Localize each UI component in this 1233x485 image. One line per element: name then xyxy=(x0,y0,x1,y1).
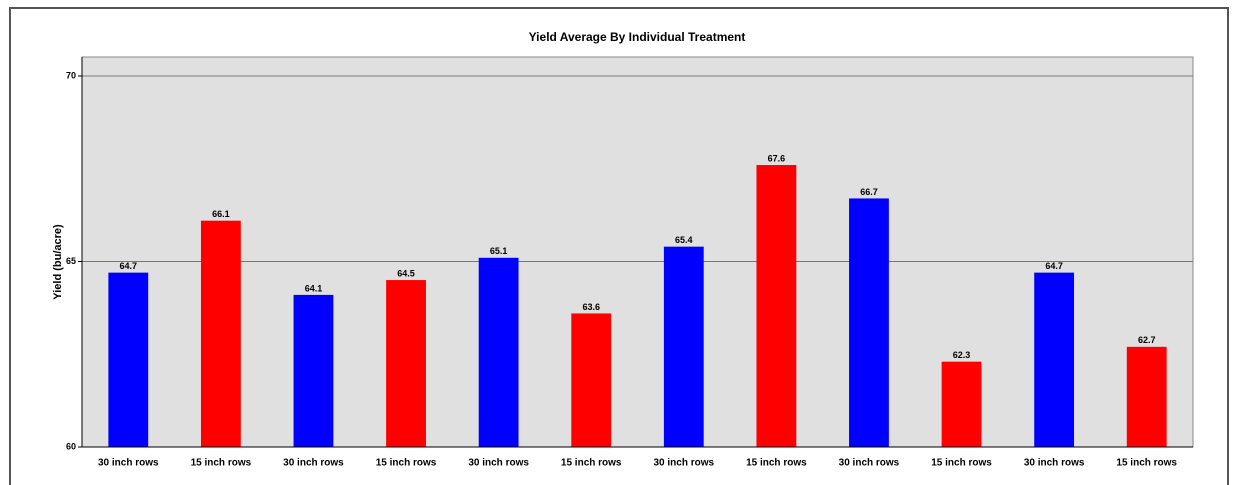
x-tick-label: 30 inch rows xyxy=(468,458,529,469)
x-tick-label: 30 inch rows xyxy=(839,458,900,469)
x-tick-label: 30 inch rows xyxy=(98,458,159,469)
y-tick-label: 70 xyxy=(66,70,76,80)
value-label: 64.1 xyxy=(305,283,323,293)
value-label: 67.6 xyxy=(768,153,786,163)
bar xyxy=(571,313,612,447)
bar xyxy=(756,165,797,448)
bar xyxy=(200,220,241,447)
x-tick-label: 15 inch rows xyxy=(746,458,807,469)
y-axis-label: Yield (bu/acre) xyxy=(52,224,64,300)
value-label: 65.4 xyxy=(675,235,693,245)
bar xyxy=(941,361,982,447)
value-label: 66.1 xyxy=(212,209,230,219)
bar xyxy=(386,280,426,447)
y-tick-label: 60 xyxy=(66,441,76,451)
value-label: 63.6 xyxy=(582,302,600,312)
bar xyxy=(849,198,889,447)
x-tick-label: 15 inch rows xyxy=(931,458,992,469)
value-label: 62.3 xyxy=(953,350,971,360)
value-label: 65.1 xyxy=(490,246,508,256)
y-tick-label: 65 xyxy=(66,256,76,266)
bar xyxy=(293,294,334,447)
x-tick-label: 15 inch rows xyxy=(561,458,622,469)
chart-title: Yield Average By Individual Treatment xyxy=(529,30,746,44)
bar xyxy=(478,257,519,447)
value-label: 64.7 xyxy=(1045,261,1063,271)
value-label: 64.7 xyxy=(120,261,138,271)
x-tick-label: 15 inch rows xyxy=(1116,458,1177,469)
plot-area xyxy=(81,56,1194,448)
bar xyxy=(663,246,704,447)
x-tick-label: 15 inch rows xyxy=(376,458,437,469)
bar xyxy=(108,272,149,447)
x-tick-label: 30 inch rows xyxy=(283,458,344,469)
x-tick-label: 30 inch rows xyxy=(654,458,715,469)
value-label: 62.7 xyxy=(1138,335,1156,345)
bar xyxy=(1034,272,1075,447)
frame xyxy=(9,7,1229,485)
value-label: 64.5 xyxy=(397,268,415,278)
x-tick-label: 30 inch rows xyxy=(1024,458,1085,469)
bar xyxy=(1126,346,1167,447)
value-label: 66.7 xyxy=(860,187,878,197)
x-tick-label: 15 inch rows xyxy=(191,458,252,469)
